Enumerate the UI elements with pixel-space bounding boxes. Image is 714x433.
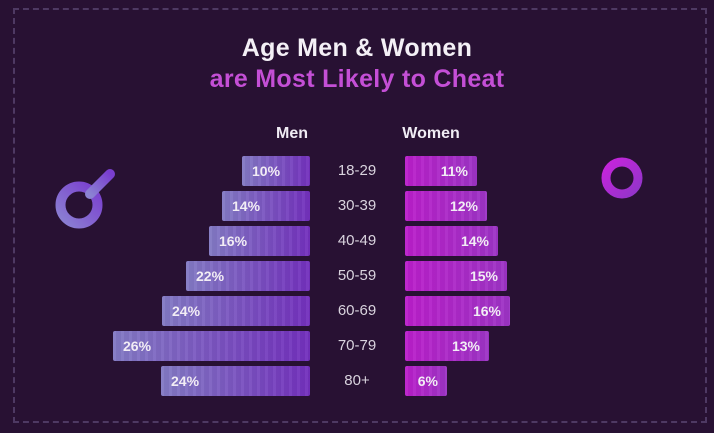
men-bar: 22% bbox=[186, 261, 310, 291]
age-group-label: 30-39 bbox=[337, 197, 377, 214]
women-bar: 6% bbox=[405, 366, 447, 396]
age-group-label: 40-49 bbox=[337, 232, 377, 249]
men-bar-value: 14% bbox=[232, 198, 261, 214]
men-bar-value: 16% bbox=[219, 233, 248, 249]
women-column-header: Women bbox=[402, 125, 460, 142]
women-bar: 13% bbox=[405, 331, 489, 361]
age-group-label: 60-69 bbox=[337, 302, 377, 319]
chart-row: 10% 18-29 11% bbox=[0, 156, 714, 186]
chart-row: 24% 80+ 6% bbox=[0, 366, 714, 396]
men-bar-value: 26% bbox=[123, 338, 152, 354]
women-bar-value: 12% bbox=[449, 198, 478, 214]
men-bar-value: 24% bbox=[171, 373, 200, 389]
male-symbol-icon bbox=[55, 161, 119, 229]
chart-subtitle: are Most Likely to Cheat bbox=[209, 65, 505, 93]
women-bar: 12% bbox=[405, 191, 487, 221]
age-group-label: 50-59 bbox=[337, 267, 377, 284]
chart-row: 16% 40-49 14% bbox=[0, 226, 714, 256]
women-bar-value: 14% bbox=[460, 233, 489, 249]
men-bar: 24% bbox=[162, 296, 310, 326]
women-bar: 14% bbox=[405, 226, 498, 256]
women-bar-value: 16% bbox=[472, 303, 501, 319]
chart-row: 24% 60-69 16% bbox=[0, 296, 714, 326]
men-bar-value: 24% bbox=[172, 303, 201, 319]
age-group-label: 70-79 bbox=[337, 337, 377, 354]
chart-row: 22% 50-59 15% bbox=[0, 261, 714, 291]
chart-title-block: Age Men & Women are Most Likely to Cheat bbox=[0, 33, 714, 95]
men-bar: 26% bbox=[113, 331, 310, 361]
age-group-label: 80+ bbox=[344, 372, 370, 389]
men-bar: 14% bbox=[222, 191, 310, 221]
chart-row: 14% 30-39 12% bbox=[0, 191, 714, 221]
men-bar: 24% bbox=[161, 366, 310, 396]
women-bar-value: 13% bbox=[451, 338, 480, 354]
chart-title: Age Men & Women bbox=[241, 34, 473, 62]
men-bar-value: 22% bbox=[196, 268, 225, 284]
women-bar: 11% bbox=[405, 156, 477, 186]
chart-row: 26% 70-79 13% bbox=[0, 331, 714, 361]
men-bar-value: 10% bbox=[252, 163, 281, 179]
female-symbol-icon bbox=[601, 157, 643, 223]
women-bar-value: 11% bbox=[440, 163, 468, 179]
women-bar: 16% bbox=[405, 296, 510, 326]
women-bar-value: 15% bbox=[469, 268, 498, 284]
men-bar: 16% bbox=[209, 226, 310, 256]
men-column-header: Men bbox=[276, 125, 308, 142]
men-bar: 10% bbox=[242, 156, 310, 186]
women-bar-value: 6% bbox=[417, 373, 438, 389]
women-bar: 15% bbox=[405, 261, 507, 291]
age-group-label: 18-29 bbox=[337, 162, 377, 179]
